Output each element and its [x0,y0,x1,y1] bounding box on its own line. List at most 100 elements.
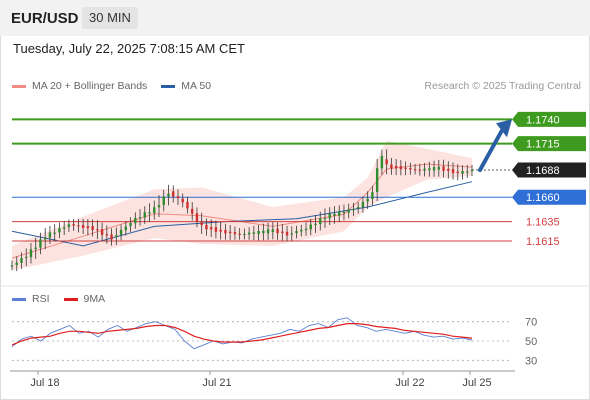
ma20-line [11,163,473,259]
bollinger-band [12,140,472,271]
candle [15,256,18,272]
candle-body [338,211,341,216]
candle [205,218,208,236]
candle [96,220,99,240]
candle-body [285,231,289,236]
candle-body [58,228,61,233]
candle-body [437,166,441,170]
candle-body [10,265,14,267]
candle [81,218,85,234]
candle-body [200,221,203,226]
candle [352,202,355,216]
candle-body [404,167,407,169]
candle-body [442,166,445,171]
candle-body [62,227,66,229]
candle [91,219,94,237]
candle [20,252,23,269]
candle [309,218,312,236]
candle [285,225,289,242]
candle-body [25,256,28,259]
candle [418,163,422,176]
candle [134,212,137,229]
candle-body [176,196,180,199]
candle [366,191,369,210]
candle-body [39,239,42,248]
candle [390,157,393,175]
candle-body [352,209,355,211]
candle-body [466,171,469,173]
candle [124,221,128,236]
candle-body [191,208,194,214]
candle [119,224,123,241]
timeframe-badge[interactable]: 30 MIN [82,7,138,29]
candle-body [342,211,346,214]
level-label-1.1715: 1.1715 [526,139,560,151]
candle-body [347,209,350,213]
candle-body [361,201,365,208]
candle [209,219,213,238]
candle [58,222,61,239]
candle-body [409,168,412,170]
x-label-0: Jul 18 [30,377,59,389]
candle-body [143,212,146,218]
level-badge-1.1715 [512,136,586,152]
candle [167,184,170,206]
candle [176,189,180,205]
candle-body [195,213,199,222]
candle-body [451,168,455,174]
candle [356,202,360,214]
candle [342,204,346,221]
candle [323,208,327,228]
candle [195,207,199,228]
ma20-swatch [12,84,26,88]
candle-body [29,249,33,258]
candle-body [153,207,156,214]
candle [228,225,232,240]
candle [428,161,431,177]
candle [172,185,175,203]
candle-body [119,229,123,235]
candle-body [390,164,393,169]
candle [238,228,241,240]
candle [115,227,118,245]
candle-body [110,234,113,240]
candle [191,202,194,221]
rsi-series-9ma [11,323,473,346]
candle [333,206,336,224]
candle-body [148,212,151,214]
candle [470,164,474,177]
legend-rsi-ma: 9MA [83,293,106,305]
candle [451,162,455,180]
candle-body [20,258,23,263]
candle [157,195,161,218]
candle [447,161,450,179]
legend-ma20: MA 20 + Bollinger Bands [32,80,148,92]
candle-body [238,233,241,235]
candle [219,222,222,240]
symbol-label: EUR/USD [11,10,79,27]
candle-body [276,228,279,234]
candle [371,186,374,206]
candle [461,165,464,180]
candle [338,205,341,223]
level-label-1.1688: 1.1688 [526,165,560,177]
legend-ma50: MA 50 [181,80,212,92]
candle [361,196,365,213]
rsi-tick-30: 30 [525,355,537,367]
candle [262,223,265,241]
candle [48,225,52,245]
rsi-ma-swatch [63,297,78,301]
candle [243,228,246,240]
candle [148,203,151,222]
x-label-2: Jul 22 [395,377,424,389]
candle-body [399,166,403,170]
level-label-1.1740: 1.1740 [526,114,560,126]
candle [328,207,331,225]
candle [432,160,436,177]
target-arrow-head [496,119,512,138]
chart-header: EUR/USD 30 MIN [0,0,590,36]
candle [271,222,275,240]
candle-body [34,247,37,250]
candle-body [162,196,165,205]
candle [53,224,56,242]
